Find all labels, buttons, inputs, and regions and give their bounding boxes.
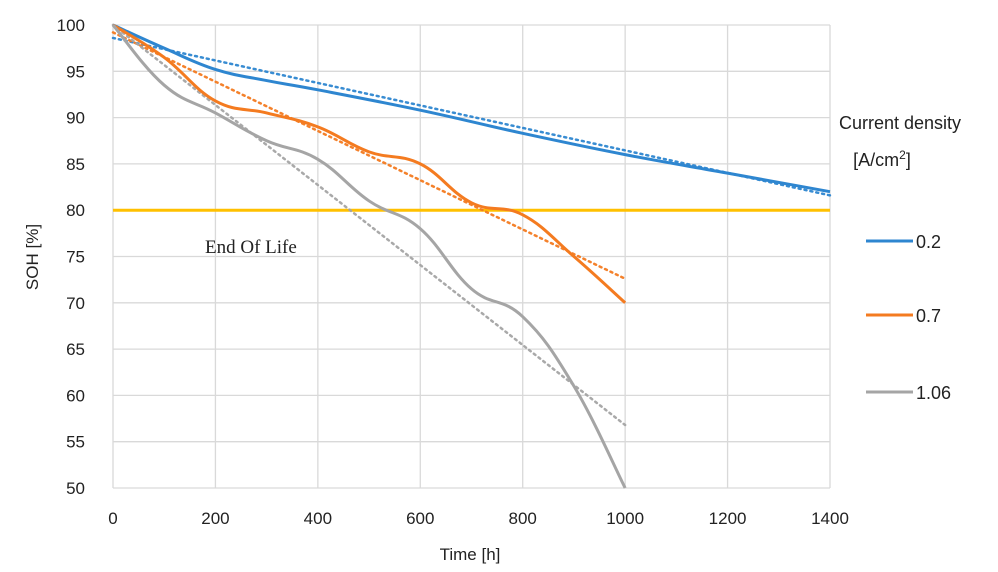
y-axis-title: SOH [%] [23, 224, 42, 290]
trend-line-1.06 [111, 23, 627, 427]
y-tick-label-0: 50 [66, 479, 85, 498]
series-line-0.7 [112, 23, 627, 304]
x-tick-label-6: 1200 [709, 509, 747, 528]
legend-items: 0.2 0.7 1.06 [866, 232, 951, 403]
grid-lines [112, 24, 831, 489]
end-of-life-annotation: End Of Life [205, 237, 297, 258]
legend-title-superscript: 2 [899, 148, 906, 162]
y-tick-label-6: 80 [66, 201, 85, 220]
legend-label-1.06: 1.06 [916, 383, 951, 403]
trend-lines [111, 23, 832, 427]
y-tick-label-3: 65 [66, 340, 85, 359]
x-tick-label-2: 400 [304, 509, 332, 528]
x-axis-title: Time [h] [440, 545, 501, 564]
y-tick-label-4: 70 [66, 294, 85, 313]
x-tick-label-1: 200 [201, 509, 229, 528]
y-axis-ticks: 50 55 60 65 70 75 80 85 90 95 100 [57, 16, 85, 498]
legend: Current density [A/cm2] 0.2 0.7 1.06 [839, 113, 961, 403]
trend-line-0.7 [111, 31, 627, 280]
legend-title-unit: [A/cm [853, 150, 899, 170]
y-tick-label-9: 95 [66, 62, 85, 81]
x-tick-label-0: 0 [108, 509, 117, 528]
y-tick-label-7: 85 [66, 155, 85, 174]
y-tick-label-10: 100 [57, 16, 85, 35]
x-axis-ticks: 0 200 400 600 800 1000 1200 1400 [108, 509, 849, 528]
series-line-0.2 [112, 23, 831, 194]
x-tick-label-3: 600 [406, 509, 434, 528]
data-series [111, 23, 831, 489]
x-tick-label-4: 800 [509, 509, 537, 528]
y-tick-label-1: 55 [66, 433, 85, 452]
legend-label-0.2: 0.2 [916, 232, 941, 252]
y-tick-label-5: 75 [66, 248, 85, 267]
x-tick-label-5: 1000 [606, 509, 644, 528]
series-line-1.06 [111, 24, 627, 489]
legend-title-line2: [A/cm2] [853, 148, 911, 170]
x-tick-label-7: 1400 [811, 509, 849, 528]
y-tick-label-8: 90 [66, 109, 85, 128]
y-tick-label-2: 60 [66, 386, 85, 405]
legend-label-0.7: 0.7 [916, 306, 941, 326]
legend-title-line1: Current density [839, 113, 961, 133]
legend-title-close: ] [906, 150, 911, 170]
